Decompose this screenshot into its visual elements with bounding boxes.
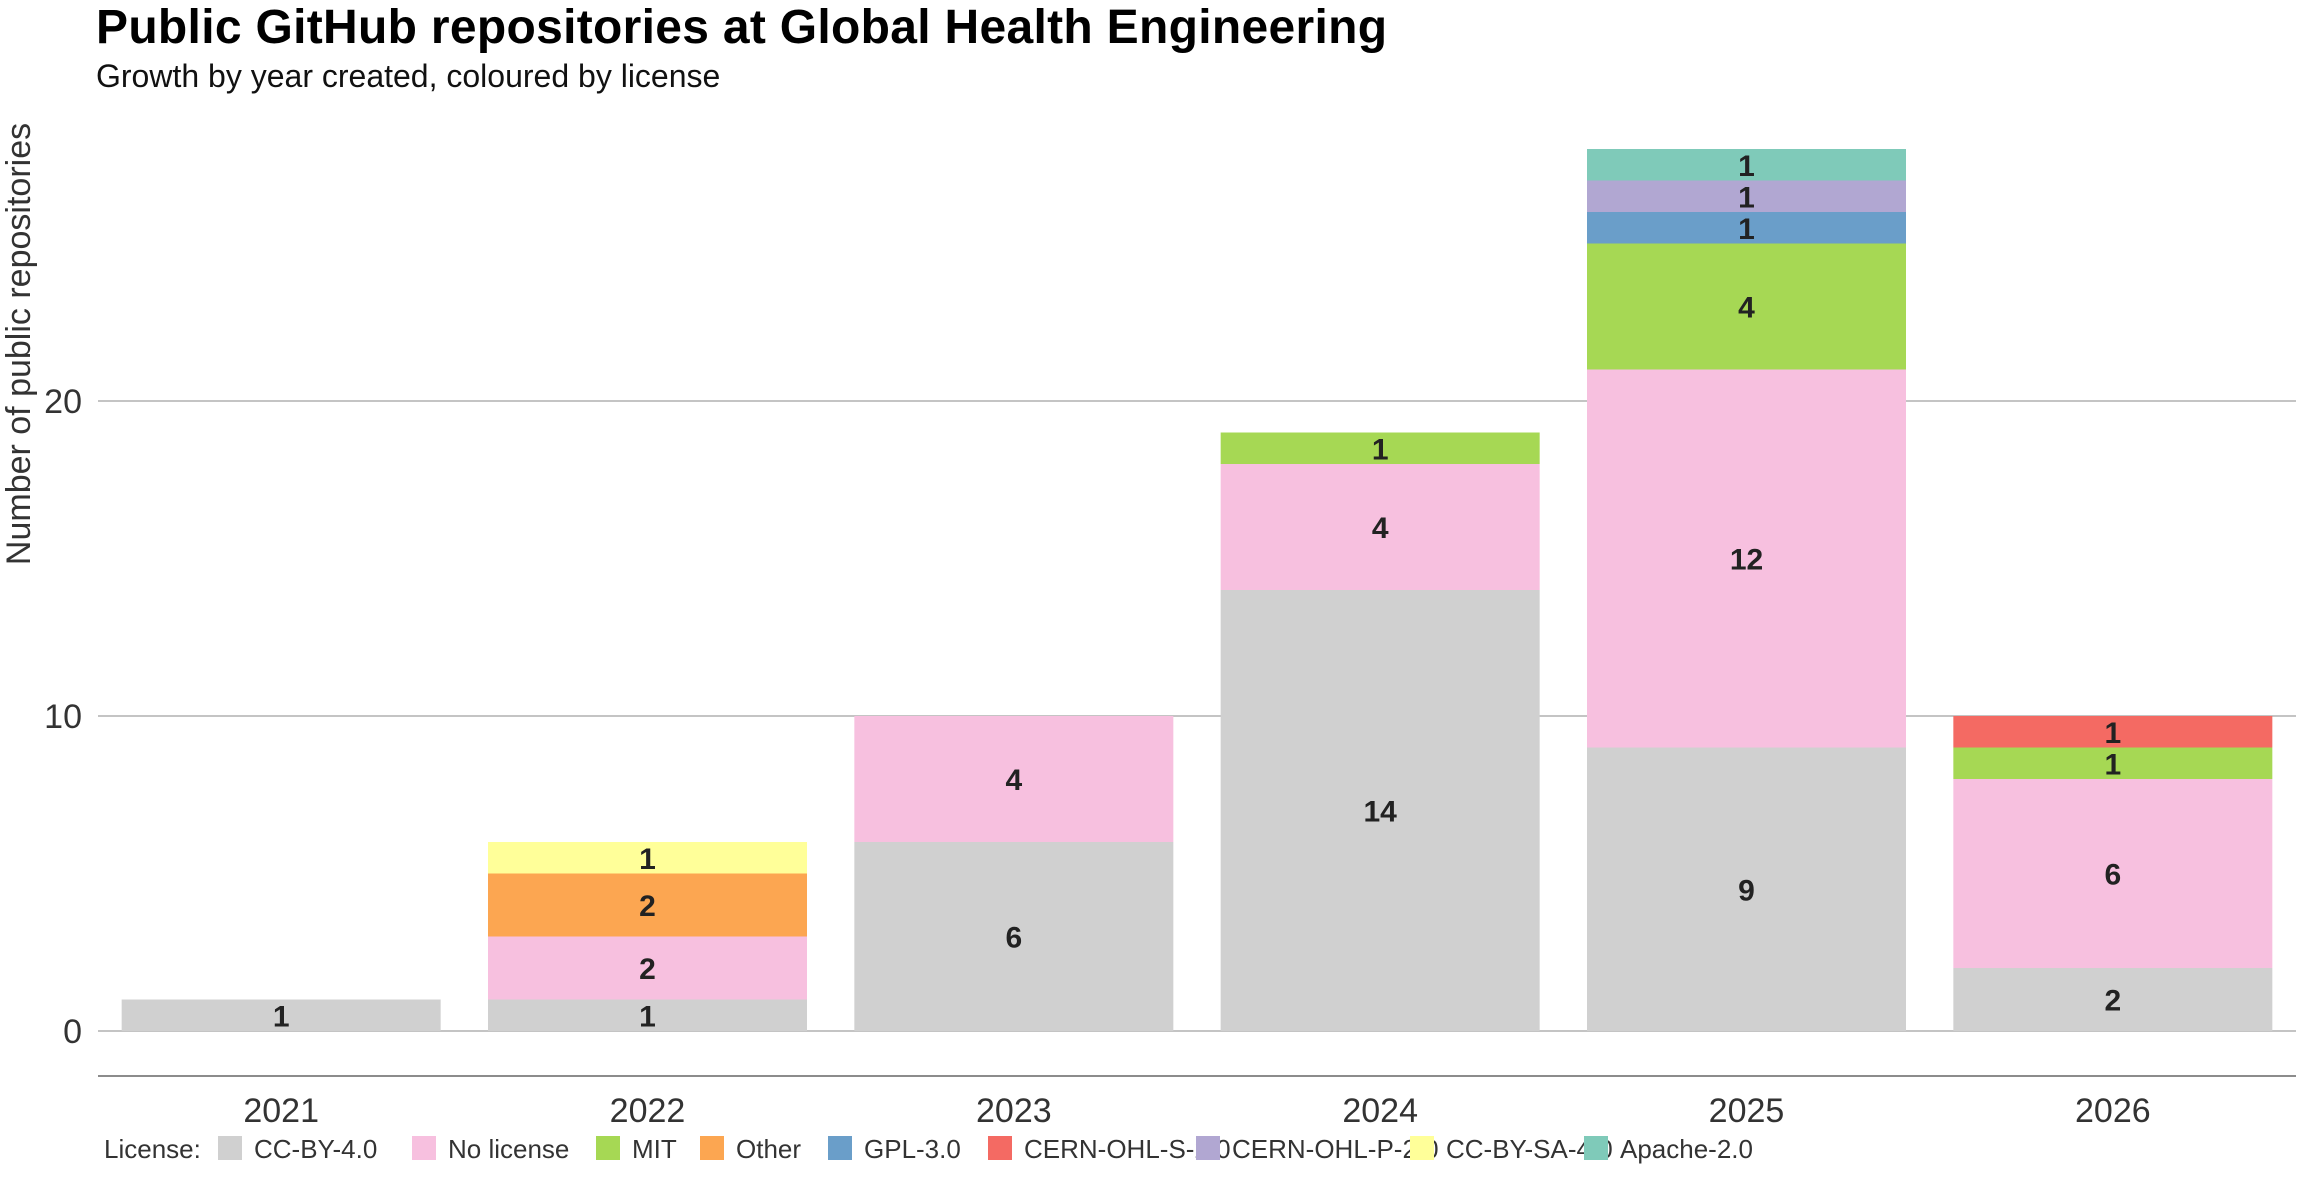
bar-value-label: 1	[2104, 748, 2121, 781]
bar-segment	[854, 716, 1174, 842]
legend-title: License:	[104, 1134, 201, 1164]
bar-value-label: 1	[639, 1000, 656, 1033]
y-tick-label: 10	[44, 698, 82, 736]
bar-segment	[1953, 968, 2273, 1031]
y-tick-label: 0	[63, 1013, 82, 1051]
chart-subtitle: Growth by year created, coloured by lice…	[96, 58, 721, 94]
bar-value-label: 2	[2104, 985, 2121, 1018]
bar-segment	[488, 999, 807, 1031]
bar-segment	[1953, 747, 2273, 779]
bar-segment	[1587, 212, 1906, 244]
bar-value-label: 14	[1363, 796, 1397, 829]
legend-label: CERN-OHL-P-2.0	[1232, 1134, 1439, 1164]
x-tick-label: 2024	[1342, 1092, 1418, 1130]
bar-segment	[1220, 432, 1540, 464]
legend-swatch	[1584, 1136, 1608, 1160]
bar-value-label: 1	[2104, 717, 2121, 750]
bar-value-label: 2	[639, 953, 656, 986]
legend-swatch	[828, 1136, 852, 1160]
legend-label: Apache-2.0	[1620, 1134, 1753, 1164]
axes: 0 10 20 2021 2022 2023 2024 2025 2026 Number of p…	[0, 123, 2296, 1130]
legend-label: CC-BY-4.0	[254, 1134, 377, 1164]
x-tick-label: 2022	[610, 1092, 686, 1130]
legend-swatch	[1410, 1136, 1434, 1160]
legend-swatch	[1196, 1136, 1220, 1160]
bar-segment	[488, 936, 807, 1000]
bar-segment	[1587, 747, 1906, 1031]
bar-value-label: 6	[1005, 922, 1022, 955]
legend-label: Other	[736, 1134, 801, 1164]
y-axis-title: Number of public repositories	[0, 123, 38, 565]
legend-swatch	[218, 1136, 242, 1160]
bar-segment	[1587, 149, 1906, 181]
bar-value-label: 1	[1738, 213, 1755, 246]
bar-value-label: 1	[1738, 181, 1755, 214]
bar-segment	[1953, 779, 2273, 968]
legend-label: No license	[448, 1134, 569, 1164]
legend: License: CC-BY-4.0 No license MIT Other GPL-3…	[104, 1134, 1753, 1164]
chart-title: Public GitHub repositories at Global Hea…	[96, 1, 1388, 54]
bar-value-label: 4	[1738, 292, 1755, 325]
bar-value-label: 12	[1730, 544, 1763, 577]
bar-segment	[1220, 464, 1540, 590]
bar-segment	[121, 999, 441, 1031]
bar-segment	[1587, 243, 1906, 370]
legend-swatch	[700, 1136, 724, 1160]
bar-segment	[854, 842, 1174, 1031]
x-tick-label: 2023	[976, 1092, 1052, 1130]
x-tick-label: 2021	[243, 1092, 319, 1130]
bar-value-label: 1	[1738, 150, 1755, 183]
legend-swatch	[412, 1136, 436, 1160]
bar-value-label: 4	[1005, 764, 1022, 797]
bar-segment	[1587, 369, 1906, 748]
y-tick-label: 20	[44, 383, 82, 421]
bar-value-label: 6	[2104, 859, 2121, 892]
bar-value-label: 2	[639, 890, 656, 923]
bar-segment	[1953, 716, 2273, 748]
bar-value-label: 4	[1372, 512, 1389, 545]
legend-label: GPL-3.0	[864, 1134, 961, 1164]
legend-swatch	[596, 1136, 620, 1160]
legend-label: MIT	[632, 1134, 677, 1164]
x-tick-label: 2026	[2075, 1092, 2151, 1130]
bar-value-label: 9	[1738, 874, 1755, 907]
bar-segment	[1587, 180, 1906, 212]
legend-swatch	[988, 1136, 1012, 1160]
bar-segment	[1220, 590, 1540, 1031]
gridlines	[98, 400, 2296, 1032]
bar-value-label: 1	[1372, 433, 1389, 466]
bars	[121, 149, 2273, 1031]
bar-segment	[488, 842, 807, 874]
x-tick-label: 2025	[1709, 1092, 1785, 1130]
bar-segment	[488, 873, 807, 937]
bar-value-label: 1	[639, 843, 656, 876]
bar-value-label: 1	[273, 1000, 290, 1033]
